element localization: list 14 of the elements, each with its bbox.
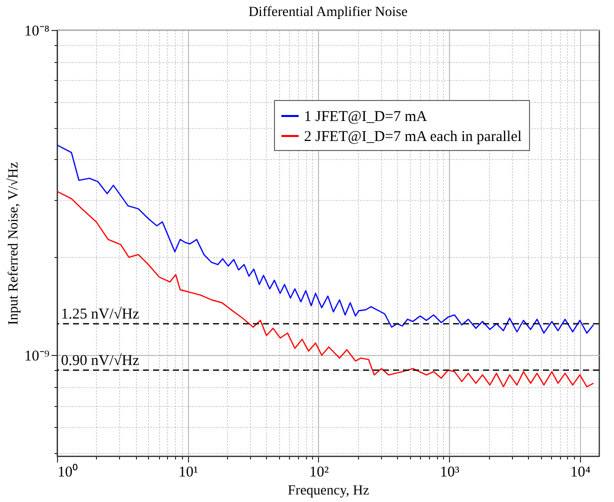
x-tick-label: 10⁰: [58, 464, 78, 480]
y-tick-label: 10⁻⁹: [24, 348, 50, 365]
x-tick-label: 10³: [440, 464, 460, 480]
legend-label: 1 JFET@I_D=7 mA: [304, 109, 428, 125]
x-tick-label: 10¹: [178, 464, 198, 480]
ref-line-label: 0.90 nV/√Hz: [61, 353, 140, 370]
chart-title: Differential Amplifier Noise: [248, 5, 408, 20]
x-tick-label: 10⁴: [570, 464, 591, 480]
ref-line-label: 1.25 nV/√Hz: [61, 306, 140, 323]
x-axis-title: Frequency, Hz: [288, 484, 370, 498]
legend-label: 2 JFET@I_D=7 mA each in parallel: [304, 129, 522, 145]
y-tick-label: 10⁻⁸: [24, 24, 50, 40]
y-axis-title: Input Referred Noise, V/√Hz: [5, 162, 22, 325]
x-tick-label: 10²: [309, 464, 330, 480]
